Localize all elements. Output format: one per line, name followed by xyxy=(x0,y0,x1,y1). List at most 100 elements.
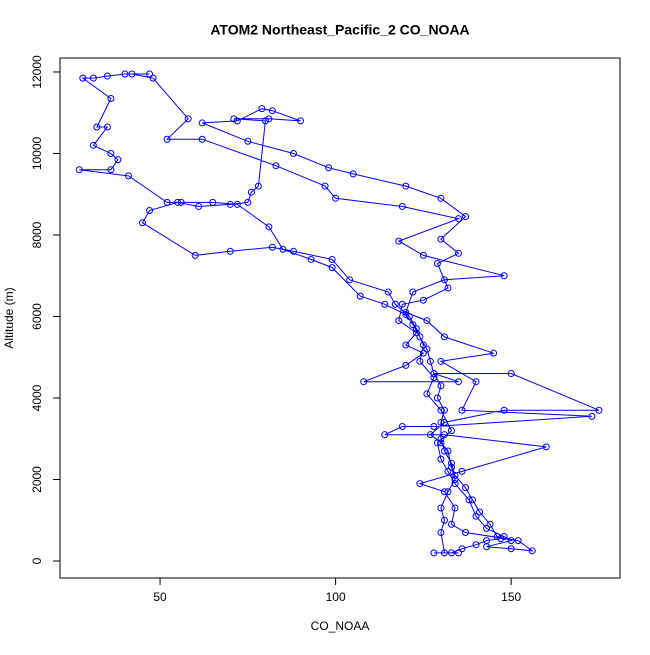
data-point xyxy=(472,378,480,386)
data-point xyxy=(79,74,87,82)
data-point xyxy=(440,516,448,524)
data-point xyxy=(437,504,445,512)
data-point xyxy=(174,198,182,206)
data-point xyxy=(500,272,508,280)
data-point xyxy=(430,423,438,431)
data-point xyxy=(233,117,241,125)
data-point xyxy=(451,504,459,512)
data-point xyxy=(462,528,470,536)
data-point xyxy=(416,357,424,365)
data-point xyxy=(395,317,403,325)
data-point xyxy=(437,382,445,390)
data-point xyxy=(588,412,596,420)
data-point xyxy=(514,537,522,545)
data-point xyxy=(89,141,97,149)
data-point xyxy=(261,117,269,125)
data-point xyxy=(114,156,122,164)
y-tick-label: 4000 xyxy=(30,384,44,411)
data-point xyxy=(437,528,445,536)
data-point xyxy=(268,243,276,251)
data-point xyxy=(416,480,424,488)
data-point xyxy=(381,300,389,308)
data-point xyxy=(184,115,192,123)
data-point xyxy=(437,455,445,463)
data-point xyxy=(440,431,448,439)
data-point xyxy=(391,300,399,308)
data-point xyxy=(328,255,336,263)
data-point xyxy=(258,105,266,113)
data-point xyxy=(409,321,417,329)
data-point xyxy=(476,508,484,516)
data-point xyxy=(384,288,392,296)
data-point xyxy=(402,361,410,369)
data-point xyxy=(440,276,448,284)
data-point xyxy=(272,162,280,170)
data-point xyxy=(409,288,417,296)
x-tick-label: 50 xyxy=(153,590,167,604)
data-point xyxy=(325,164,333,172)
data-point xyxy=(328,264,336,272)
data-point xyxy=(381,431,389,439)
data-point xyxy=(430,370,438,378)
data-point xyxy=(451,480,459,488)
data-point xyxy=(349,170,357,178)
data-point xyxy=(244,137,252,145)
data-point xyxy=(542,443,550,451)
data-point xyxy=(332,194,340,202)
data-point xyxy=(493,533,501,541)
data-point xyxy=(483,524,491,532)
data-point xyxy=(458,467,466,475)
data-point xyxy=(289,247,297,255)
data-point xyxy=(430,374,438,382)
data-point xyxy=(454,378,462,386)
y-tick-label: 10000 xyxy=(30,136,44,170)
data-point xyxy=(433,260,441,268)
data-point xyxy=(289,149,297,157)
data-point xyxy=(297,117,305,125)
chart-title: ATOM2 Northeast_Pacific_2 CO_NOAA xyxy=(210,22,469,38)
data-point xyxy=(107,149,115,157)
data-point xyxy=(254,182,262,190)
y-tick-label: 12000 xyxy=(30,55,44,89)
data-point xyxy=(465,496,473,504)
data-point xyxy=(268,107,276,115)
x-axis-label: CO_NOAA xyxy=(311,619,370,633)
data-point xyxy=(89,74,97,82)
data-point xyxy=(419,341,427,349)
data-point xyxy=(462,213,470,221)
data-point xyxy=(454,549,462,557)
data-point xyxy=(444,488,452,496)
data-point xyxy=(440,418,448,426)
data-point xyxy=(433,394,441,402)
data-point xyxy=(412,329,420,337)
data-point xyxy=(107,94,115,102)
data-point xyxy=(440,488,448,496)
plot-frame xyxy=(59,57,621,579)
data-point xyxy=(402,310,410,318)
data-point xyxy=(444,284,452,292)
data-point xyxy=(402,308,410,316)
data-point xyxy=(209,198,217,206)
data-point xyxy=(437,194,445,202)
data-point xyxy=(198,135,206,143)
data-point xyxy=(233,200,241,208)
data-point xyxy=(469,496,477,504)
data-point xyxy=(440,549,448,557)
data-point xyxy=(447,520,455,528)
data-point xyxy=(500,533,508,541)
data-point xyxy=(437,418,445,426)
data-point xyxy=(437,406,445,414)
x-tick-label: 150 xyxy=(501,590,521,604)
data-point xyxy=(163,135,171,143)
data-point xyxy=(103,72,111,80)
data-point xyxy=(198,119,206,127)
data-point xyxy=(440,406,448,414)
data-point xyxy=(177,198,185,206)
data-point xyxy=(437,357,445,365)
data-point xyxy=(416,333,424,341)
data-point xyxy=(395,237,403,245)
data-point xyxy=(93,123,101,131)
data-point xyxy=(454,215,462,223)
x-tick-label: 100 xyxy=(326,590,346,604)
